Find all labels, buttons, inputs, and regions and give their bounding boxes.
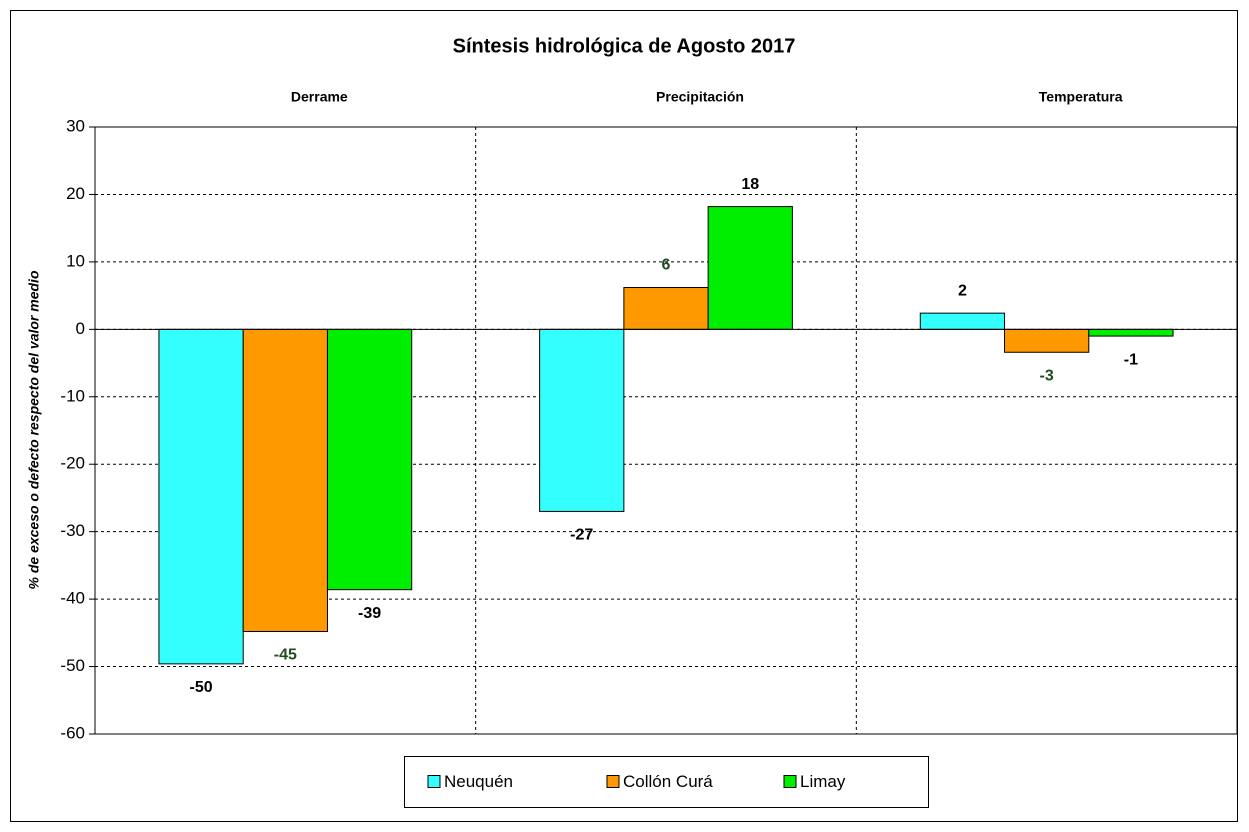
y-tick-label: -20 — [60, 454, 85, 473]
y-tick-label: -10 — [60, 386, 85, 405]
legend-label: Limay — [800, 772, 846, 791]
category-label: Derrame — [291, 89, 348, 105]
legend-swatch — [427, 775, 441, 788]
bar — [707, 206, 793, 330]
y-tick-label: 30 — [66, 116, 85, 135]
bar — [623, 287, 709, 330]
value-label: -50 — [190, 679, 213, 696]
value-label: 18 — [741, 176, 759, 193]
category-label: Temperatura — [1039, 89, 1123, 105]
y-tick-label: 10 — [66, 251, 85, 270]
bar — [1088, 328, 1174, 337]
legend-swatch — [606, 775, 620, 788]
value-label: 2 — [958, 282, 967, 299]
chart-title: Síntesis hidrológica de Agosto 2017 — [453, 35, 796, 57]
bar — [539, 328, 625, 512]
plot-border — [94, 126, 1238, 735]
value-label: -3 — [1040, 367, 1054, 384]
bar — [242, 328, 328, 632]
value-label: -45 — [274, 647, 297, 664]
y-tick-label: -30 — [60, 521, 85, 540]
y-tick-label: 0 — [76, 319, 85, 338]
value-label: -27 — [570, 527, 593, 544]
bar — [919, 312, 1006, 330]
y-axis-label: % de exceso o defecto respecto del valor… — [26, 270, 42, 589]
legend-label: Neuquén — [444, 772, 513, 791]
value-label: -1 — [1124, 351, 1138, 368]
category-label: Precipitación — [656, 89, 744, 105]
bar — [1004, 328, 1090, 353]
value-label: -39 — [358, 605, 381, 622]
bar — [326, 328, 413, 591]
y-tick-label: -50 — [60, 656, 85, 675]
legend-box — [404, 756, 929, 808]
y-tick-label: -40 — [60, 589, 85, 608]
bar — [158, 328, 244, 665]
legend-swatch — [783, 775, 797, 788]
value-label: 6 — [662, 257, 671, 274]
y-tick-label: 20 — [66, 184, 85, 203]
y-tick-label: -60 — [60, 723, 85, 742]
legend-label: Collón Curá — [623, 772, 713, 791]
